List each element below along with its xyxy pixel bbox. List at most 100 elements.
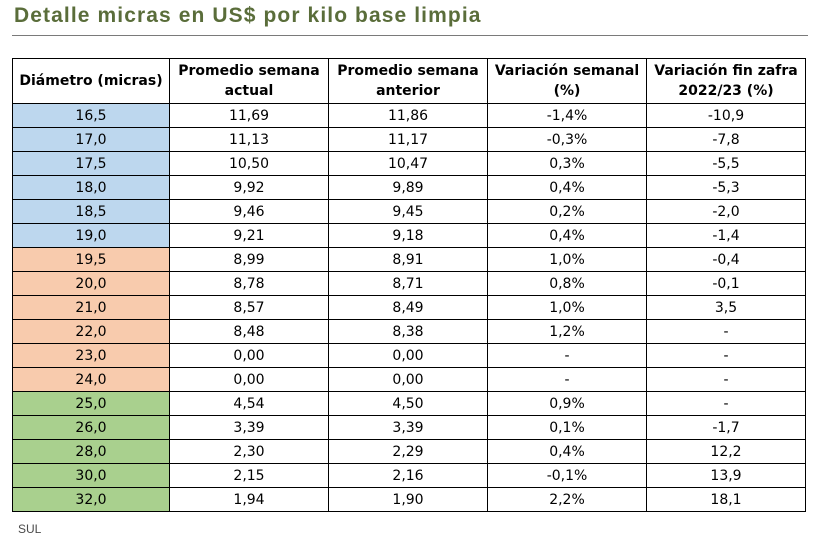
cell-actual: 9,92 (169, 175, 329, 200)
table-row: 28,0 2,30 2,29 0,4% 12,2 (12, 439, 806, 464)
table-row: 21,0 8,57 8,49 1,0% 3,5 (12, 295, 806, 320)
cell-var-zafra: -0,4 (646, 247, 806, 272)
cell-diametro: 17,5 (12, 151, 170, 176)
cell-var-zafra: -1,4 (646, 223, 806, 248)
cell-diametro: 28,0 (12, 439, 170, 464)
source-note: SUL (18, 522, 42, 536)
cell-var-semanal: 0,3% (487, 151, 647, 176)
page-title: Detalle micras en US$ por kilo base limp… (14, 4, 482, 27)
table-row: 19,0 9,21 9,18 0,4% -1,4 (12, 223, 806, 248)
cell-anterior: 8,71 (328, 271, 488, 296)
cell-anterior: 11,86 (328, 103, 488, 128)
cell-anterior: 9,89 (328, 175, 488, 200)
cell-actual: 8,57 (169, 295, 329, 320)
cell-diametro: 17,0 (12, 127, 170, 152)
table-row: 23,0 0,00 0,00- - (12, 343, 806, 368)
cell-actual: 9,46 (169, 199, 329, 224)
header-diametro: Diámetro (micras) (12, 58, 170, 104)
cell-actual: 8,78 (169, 271, 329, 296)
cell-var-semanal: 0,9% (487, 391, 647, 416)
cell-var-semanal: -1,4% (487, 103, 647, 128)
cell-diametro: 24,0 (12, 367, 170, 392)
table-row: 20,0 8,78 8,71 0,8% -0,1 (12, 271, 806, 296)
cell-diametro: 22,0 (12, 319, 170, 344)
cell-var-zafra: - (646, 391, 806, 416)
table-row: 17,5 10,50 10,47 0,3% -5,5 (12, 151, 806, 176)
title-divider (12, 35, 808, 36)
cell-diametro: 18,0 (12, 175, 170, 200)
cell-anterior: 4,50 (328, 391, 488, 416)
cell-var-zafra: - (646, 319, 806, 344)
header-variacion-zafra-line1: Variación fin zafra (654, 63, 798, 79)
cell-actual: 2,15 (169, 463, 329, 488)
cell-var-zafra: -1,7 (646, 415, 806, 440)
table-row: 26,0 3,39 3,39 0,1% -1,7 (12, 415, 806, 440)
cell-var-semanal: - (487, 367, 647, 392)
table-body: 16,5 11,69 11,86 -1,4% -10,9 17,0 11,13 11,17 -0… (12, 103, 806, 512)
cell-diametro: 18,5 (12, 199, 170, 224)
cell-diametro: 23,0 (12, 343, 170, 368)
cell-anterior: 9,18 (328, 223, 488, 248)
cell-anterior: 3,39 (328, 415, 488, 440)
header-promedio-actual: Promedio semana actual (169, 58, 329, 104)
cell-var-semanal: 0,2% (487, 199, 647, 224)
header-variacion-zafra: Variación fin zafra 2022/23 (%) (646, 58, 806, 104)
table-row: 18,0 9,92 9,89 0,4% -5,3 (12, 175, 806, 200)
cell-var-semanal: 1,0% (487, 247, 647, 272)
cell-actual: 11,13 (169, 127, 329, 152)
cell-var-zafra: 18,1 (646, 487, 806, 512)
micron-price-table: Diámetro (micras) Promedio semana actual… (12, 58, 806, 512)
cell-diametro: 25,0 (12, 391, 170, 416)
cell-var-zafra: -7,8 (646, 127, 806, 152)
cell-actual: 3,39 (169, 415, 329, 440)
cell-diametro: 19,5 (12, 247, 170, 272)
cell-anterior: 8,38 (328, 319, 488, 344)
cell-var-semanal: 0,4% (487, 223, 647, 248)
table-row: 25,0 4,54 4,50 0,9% - (12, 391, 806, 416)
cell-var-zafra: -5,5 (646, 151, 806, 176)
cell-anterior: 0,00 (328, 367, 488, 392)
cell-diametro: 26,0 (12, 415, 170, 440)
cell-actual: 1,94 (169, 487, 329, 512)
cell-anterior: 8,49 (328, 295, 488, 320)
cell-diametro: 16,5 (12, 103, 170, 128)
cell-diametro: 21,0 (12, 295, 170, 320)
table-header-row: Diámetro (micras) Promedio semana actual… (12, 58, 806, 104)
cell-anterior: 10,47 (328, 151, 488, 176)
header-variacion-semanal: Variación semanal (%) (487, 58, 647, 104)
cell-var-zafra: -0,1 (646, 271, 806, 296)
cell-var-zafra: - (646, 343, 806, 368)
header-promedio-actual-line1: Promedio semana (178, 63, 320, 79)
cell-actual: 2,30 (169, 439, 329, 464)
header-promedio-anterior-line2: anterior (376, 83, 440, 99)
cell-var-zafra: -5,3 (646, 175, 806, 200)
cell-actual: 0,00 (169, 343, 329, 368)
cell-actual: 9,21 (169, 223, 329, 248)
cell-var-semanal: 1,0% (487, 295, 647, 320)
header-variacion-zafra-line2: 2022/23 (%) (678, 83, 774, 99)
cell-var-semanal: - (487, 343, 647, 368)
cell-var-zafra: 3,5 (646, 295, 806, 320)
cell-anterior: 11,17 (328, 127, 488, 152)
cell-anterior: 9,45 (328, 199, 488, 224)
cell-anterior: 1,90 (328, 487, 488, 512)
header-promedio-anterior: Promedio semana anterior (328, 58, 488, 104)
header-variacion-semanal-line1: Variación semanal (494, 63, 640, 79)
cell-var-zafra: 13,9 (646, 463, 806, 488)
table-row: 18,5 9,46 9,45 0,2% -2,0 (12, 199, 806, 224)
cell-actual: 8,48 (169, 319, 329, 344)
cell-diametro: 19,0 (12, 223, 170, 248)
cell-diametro: 32,0 (12, 487, 170, 512)
cell-actual: 0,00 (169, 367, 329, 392)
cell-anterior: 2,16 (328, 463, 488, 488)
cell-var-zafra: - (646, 367, 806, 392)
cell-var-semanal: 0,1% (487, 415, 647, 440)
table-row: 30,0 2,15 2,16 -0,1% 13,9 (12, 463, 806, 488)
cell-diametro: 30,0 (12, 463, 170, 488)
cell-var-semanal: 0,8% (487, 271, 647, 296)
table-row: 16,5 11,69 11,86 -1,4% -10,9 (12, 103, 806, 128)
cell-var-zafra: -2,0 (646, 199, 806, 224)
cell-actual: 10,50 (169, 151, 329, 176)
cell-var-zafra: -10,9 (646, 103, 806, 128)
cell-var-zafra: 12,2 (646, 439, 806, 464)
